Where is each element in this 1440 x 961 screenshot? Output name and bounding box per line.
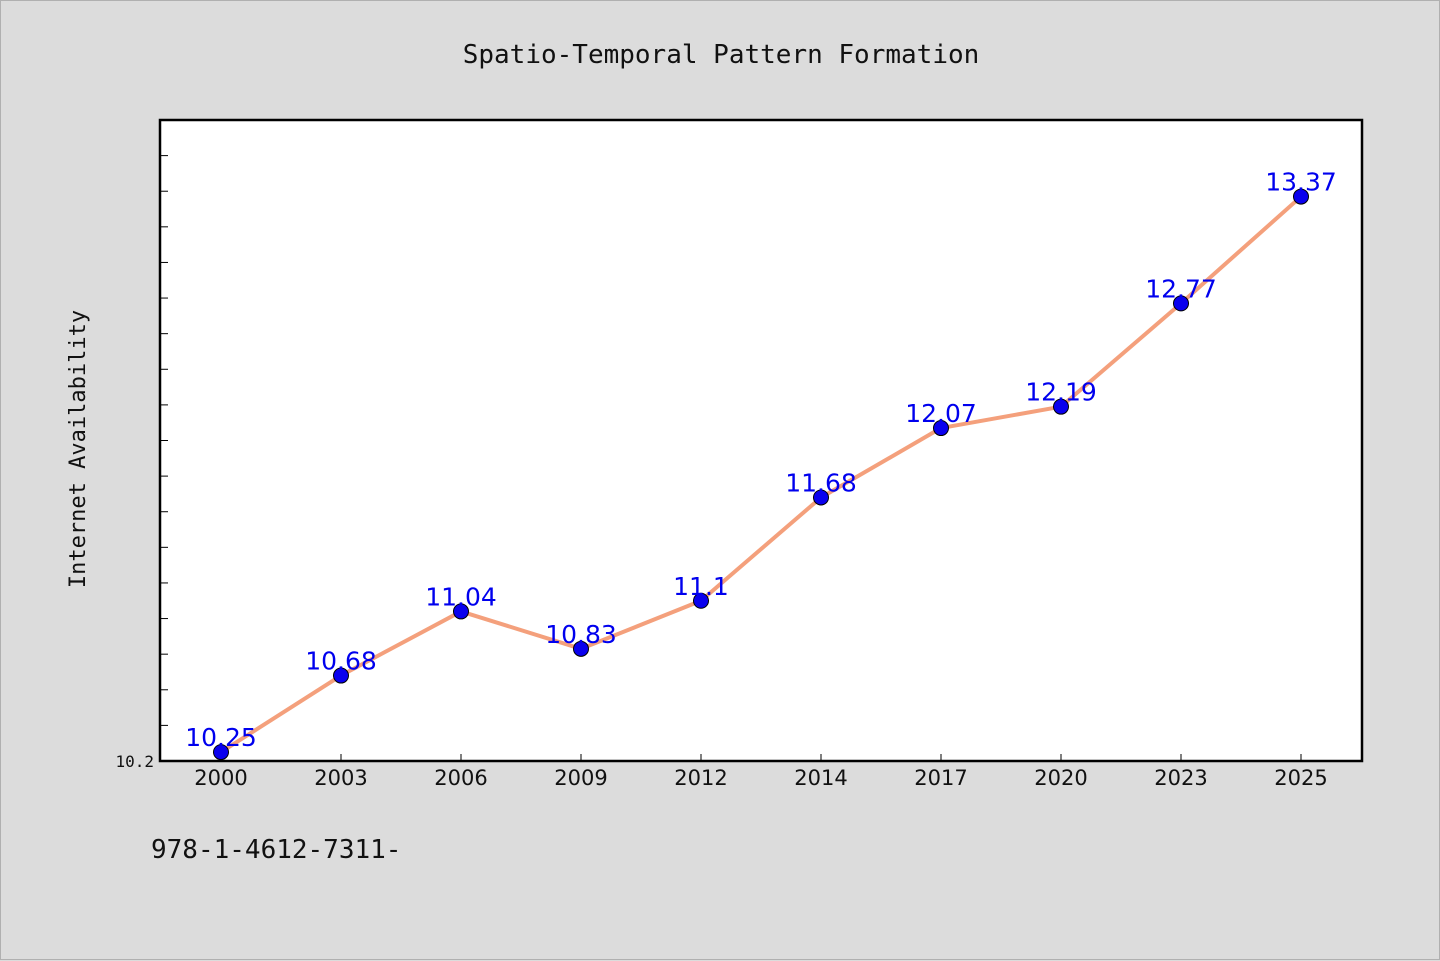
data-point xyxy=(453,603,469,620)
y-axis-ticks: 10.2 xyxy=(115,155,168,771)
data-label: 10.83 xyxy=(545,620,617,649)
data-markers xyxy=(213,188,1309,761)
data-label: 12.19 xyxy=(1025,378,1097,407)
data-point xyxy=(333,667,349,684)
data-label: 12.07 xyxy=(905,399,977,428)
data-label: 11.04 xyxy=(425,582,497,611)
x-tick-label: 2009 xyxy=(554,766,607,790)
data-label: 13.37 xyxy=(1265,168,1337,197)
footer-text: 978-1-4612-7311- xyxy=(151,835,402,865)
data-label: 10.68 xyxy=(305,647,377,676)
data-label: 12.77 xyxy=(1145,274,1217,303)
data-point xyxy=(933,420,949,437)
x-tick-label: 2012 xyxy=(674,766,727,790)
plot-area xyxy=(158,118,1364,763)
data-label: 11.68 xyxy=(785,468,857,497)
x-tick-label: 2023 xyxy=(1154,766,1207,790)
data-labels: 10.25 10.68 11.04 10.83 11.1 11.68 12.07 12.19 1… xyxy=(185,168,1337,753)
x-tick-label: 2014 xyxy=(794,766,847,790)
data-point xyxy=(573,640,589,657)
series-line-group xyxy=(219,194,1303,755)
y-tick-label: 10.2 xyxy=(115,752,154,771)
series-line xyxy=(219,194,1303,755)
x-axis: 2000 2003 2006 2009 2012 2014 2017 2020 2023 2025 xyxy=(194,754,1328,790)
data-point xyxy=(1053,398,1069,415)
x-tick-label: 2025 xyxy=(1274,766,1327,790)
data-point xyxy=(813,489,829,506)
x-tick-label: 2003 xyxy=(314,766,367,790)
data-point xyxy=(213,744,229,761)
data-point xyxy=(693,592,709,609)
data-point xyxy=(1293,188,1309,205)
data-label: 11.1 xyxy=(673,572,729,601)
data-label: 10.25 xyxy=(185,723,257,752)
x-tick-label: 2020 xyxy=(1034,766,1087,790)
x-tick-label: 2017 xyxy=(914,766,967,790)
y-axis-label: Internet Availability xyxy=(66,310,91,588)
x-tick-label: 2000 xyxy=(194,766,247,790)
x-tick-label: 2006 xyxy=(434,766,487,790)
data-point xyxy=(1173,295,1189,312)
chart-title: Spatio-Temporal Pattern Formation xyxy=(463,40,980,70)
